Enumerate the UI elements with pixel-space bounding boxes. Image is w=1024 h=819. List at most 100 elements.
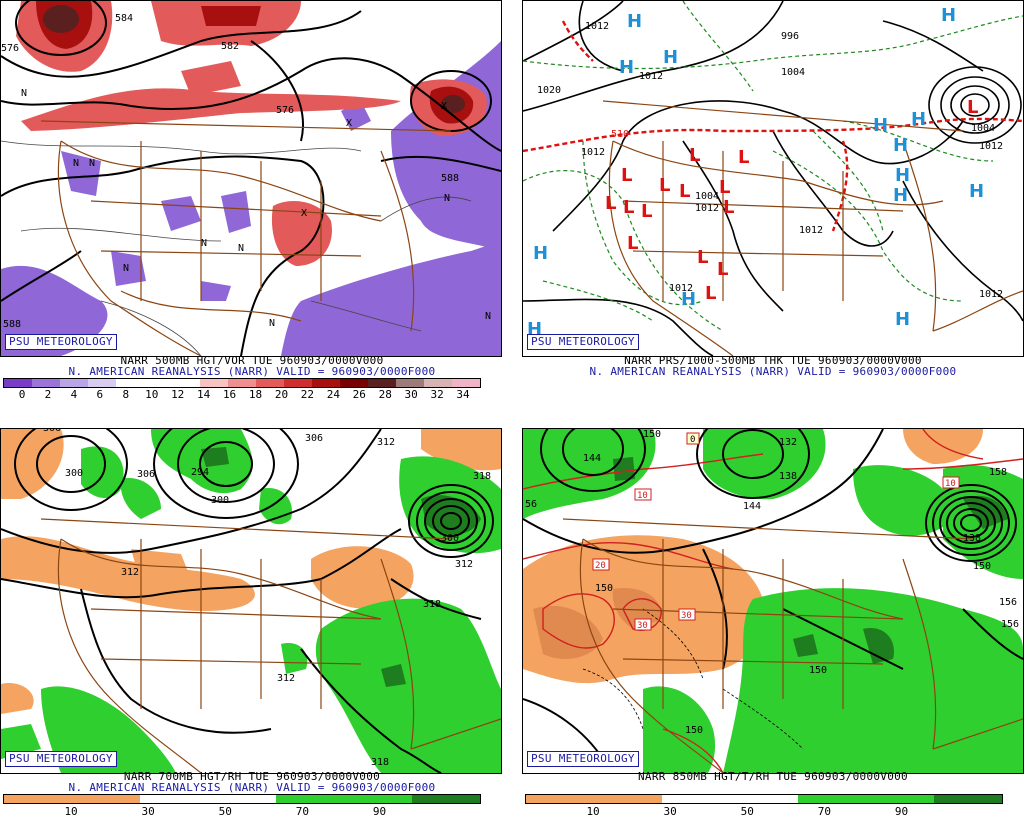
colorbar-tick-label: 24 <box>326 388 340 401</box>
svg-text:H: H <box>893 185 908 206</box>
svg-text:N: N <box>73 158 79 169</box>
colorbar-swatch <box>312 379 340 387</box>
svg-text:1012: 1012 <box>639 71 663 82</box>
colorbar-swatch <box>4 795 72 803</box>
colorbar-swatch <box>284 379 312 387</box>
colorbar-tick-label: 32 <box>430 388 444 401</box>
svg-text:1012: 1012 <box>695 203 719 214</box>
svg-text:L: L <box>697 247 708 268</box>
svg-text:144: 144 <box>583 453 601 464</box>
svg-text:L: L <box>605 193 616 214</box>
svg-text:584: 584 <box>115 13 133 24</box>
colorbar-tick-label: 10 <box>586 805 600 818</box>
svg-text:138: 138 <box>779 471 797 482</box>
svg-text:N: N <box>123 263 129 274</box>
svg-text:56: 56 <box>525 499 537 510</box>
colorbar-tick-label: 14 <box>197 388 211 401</box>
svg-text:H: H <box>911 109 926 130</box>
svg-text:H: H <box>893 135 908 156</box>
colorbar-swatch <box>396 379 424 387</box>
svg-text:L: L <box>717 259 728 280</box>
svg-text:306: 306 <box>137 469 155 480</box>
svg-text:L: L <box>627 233 638 254</box>
colorbar-ticks: 10 30 50 70 90 <box>3 806 479 818</box>
panel-500mb-hgt-vor: 588 588 584 582 576 576 N N N N N N N N … <box>0 0 504 404</box>
svg-text:N: N <box>201 238 207 249</box>
svg-text:158: 158 <box>989 467 1007 478</box>
colorbar-tick-label: 90 <box>894 805 909 818</box>
colorbar-swatch <box>144 379 172 387</box>
svg-text:H: H <box>619 57 634 78</box>
svg-text:L: L <box>738 147 749 168</box>
colorbar-tick-label: 34 <box>456 388 470 401</box>
panel-valid-line: N. AMERICAN REANALYSIS (NARR) VALID = 96… <box>68 781 436 794</box>
panel-title-line: NARR PRS/1000-500MB THK TUE 960903/0000V… <box>624 354 922 367</box>
panel-title-line: NARR 850MB HGT/T/RH TUE 960903/0000V000 <box>638 770 908 783</box>
svg-text:H: H <box>533 243 548 264</box>
svg-text:1004: 1004 <box>781 67 805 78</box>
svg-text:N: N <box>89 158 95 169</box>
colorbar-swatch <box>72 795 140 803</box>
svg-text:1012: 1012 <box>979 289 1003 300</box>
svg-text:300: 300 <box>441 533 459 544</box>
colorbar-tick-label: 30 <box>404 388 418 401</box>
svg-text:312: 312 <box>377 437 395 448</box>
svg-text:L: L <box>689 145 700 166</box>
colorbar-swatch <box>452 379 480 387</box>
map-thickness: H H H H H H H H H H H H H H L L L L <box>522 0 1024 357</box>
svg-text:X: X <box>346 118 352 129</box>
svg-text:L: L <box>659 175 670 196</box>
svg-text:0: 0 <box>690 435 695 445</box>
panel-valid-line: N. AMERICAN REANALYSIS (NARR) VALID = 96… <box>589 365 957 378</box>
colorbar-tick-label: 50 <box>740 805 754 818</box>
rh-colorbar <box>525 794 1003 804</box>
svg-text:156: 156 <box>999 597 1017 608</box>
svg-text:150: 150 <box>685 725 703 736</box>
colorbar-tick-label: 0 <box>18 388 26 401</box>
svg-text:582: 582 <box>221 41 239 52</box>
colorbar-tick-label: 18 <box>248 388 263 401</box>
svg-text:312: 312 <box>121 567 139 578</box>
vorticity-colorbar <box>3 378 481 388</box>
svg-text:N: N <box>269 318 275 329</box>
svg-text:300: 300 <box>65 468 83 479</box>
svg-text:X: X <box>301 208 307 219</box>
svg-text:L: L <box>705 283 716 304</box>
svg-text:312: 312 <box>277 673 295 684</box>
psu-meteorology-badge: PSU METEOROLOGY <box>5 751 117 767</box>
svg-text:318: 318 <box>473 471 491 482</box>
svg-text:N: N <box>238 243 244 254</box>
colorbar-swatch <box>662 795 730 803</box>
colorbar-swatch <box>88 379 116 387</box>
svg-text:H: H <box>873 115 888 136</box>
svg-text:1012: 1012 <box>585 21 609 32</box>
colorbar-swatch <box>798 795 866 803</box>
panel-850mb-hgt-t-rh: 0 10 10 20 30 30 150 144 132 138 144 150… <box>522 428 1024 819</box>
colorbar-swatch <box>172 379 200 387</box>
colorbar-tick-label: 10 <box>145 388 159 401</box>
svg-text:L: L <box>641 201 652 222</box>
colorbar-tick-label: 10 <box>64 805 78 818</box>
colorbar-swatch <box>116 379 144 387</box>
svg-text:150: 150 <box>809 665 827 676</box>
svg-text:150: 150 <box>595 583 613 594</box>
svg-text:300: 300 <box>211 495 229 506</box>
svg-text:144: 144 <box>743 501 761 512</box>
colorbar-swatch <box>256 379 284 387</box>
svg-text:306: 306 <box>305 433 323 444</box>
panel-700mb-hgt-rh: 306 300 306 294 300 306 312 318 300 312 … <box>0 428 504 819</box>
svg-text:510: 510 <box>611 129 629 140</box>
svg-text:588: 588 <box>3 319 21 330</box>
colorbar-swatch <box>32 379 60 387</box>
svg-text:30: 30 <box>637 621 648 631</box>
svg-text:294: 294 <box>191 467 209 478</box>
svg-text:150: 150 <box>643 429 661 440</box>
svg-text:L: L <box>679 181 690 202</box>
colorbar-swatch <box>368 379 396 387</box>
svg-text:1004: 1004 <box>971 123 995 134</box>
svg-text:1012: 1012 <box>669 283 693 294</box>
colorbar-swatch <box>208 795 276 803</box>
svg-text:576: 576 <box>276 105 294 116</box>
svg-text:150: 150 <box>973 561 991 572</box>
svg-text:30: 30 <box>681 611 692 621</box>
